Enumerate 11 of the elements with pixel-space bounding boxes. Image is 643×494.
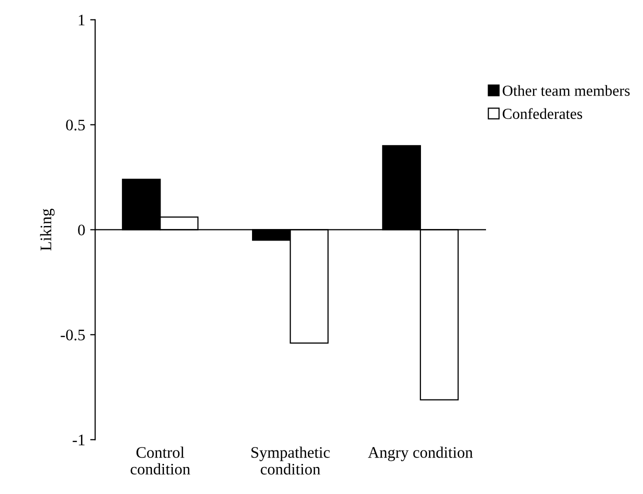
y-tick-label: 0.5 bbox=[66, 120, 85, 131]
x-tick-label: Control condition bbox=[130, 446, 190, 475]
x-tick-label: Angry condition bbox=[368, 446, 473, 462]
y-tick-label: -1 bbox=[72, 434, 84, 446]
y-tick-label: 1 bbox=[78, 14, 84, 26]
legend-label: Other team members bbox=[502, 85, 630, 96]
y-tick-label: -0.5 bbox=[60, 330, 85, 340]
y-tick-label: 0 bbox=[78, 224, 85, 236]
x-tick-label: Sympathetic condition bbox=[251, 446, 330, 475]
legend-label: Confederates bbox=[502, 108, 582, 119]
y-axis-title: Liking bbox=[40, 208, 55, 251]
